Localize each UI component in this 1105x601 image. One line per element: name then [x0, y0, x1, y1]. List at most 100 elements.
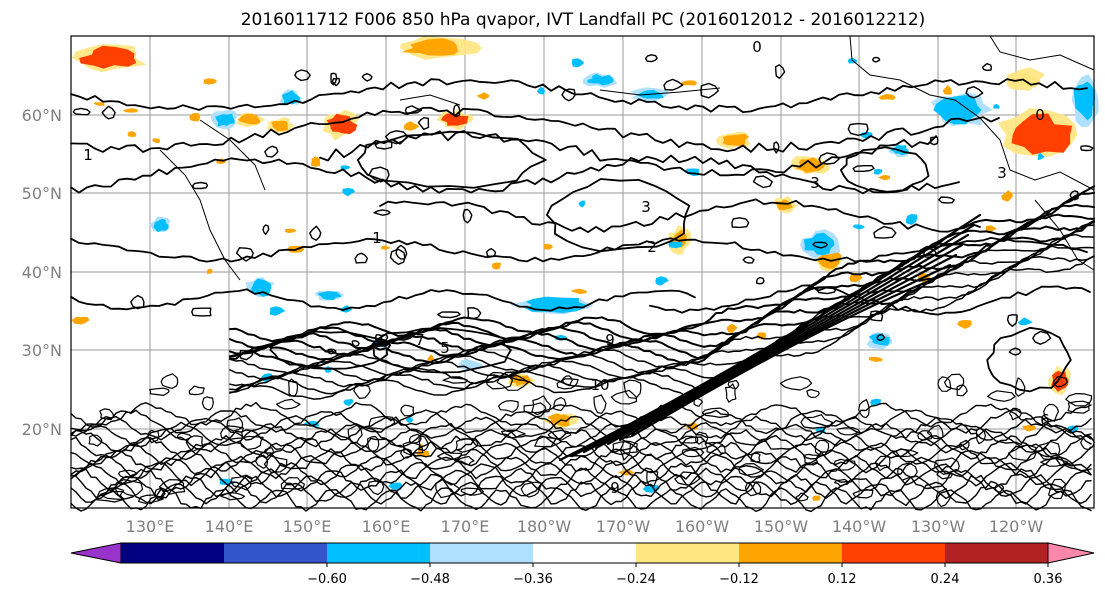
contour-label: 1: [372, 229, 382, 247]
lon-label: 120°W: [989, 517, 1044, 536]
ivt-contour: [137, 494, 164, 504]
anomaly-speck: [543, 243, 553, 250]
ivt-contour: [933, 457, 960, 475]
ivt-contour: [280, 477, 305, 490]
lon-label: 150°E: [283, 517, 332, 536]
coastline: [989, 35, 1095, 71]
ivt-contour: [485, 248, 497, 258]
ivt-contour: [70, 106, 1000, 153]
ivt-contour: [269, 330, 392, 370]
anomaly-patch: [317, 291, 342, 300]
ivt-contour: [935, 487, 951, 508]
ivt-contour: [88, 434, 103, 447]
colorbar-tick-label: −0.48: [410, 572, 450, 587]
ivt-contour: [1007, 444, 1037, 462]
anomaly-patch: [1073, 81, 1095, 121]
ivt-contour: [384, 130, 409, 145]
ivt-contour: [700, 82, 719, 99]
ivt-contour: [1009, 407, 1022, 421]
ivt-contour: [70, 409, 1092, 435]
ivt-contour: [869, 310, 884, 322]
ivt-contour: [814, 439, 830, 456]
anomaly-patch: [79, 45, 137, 69]
ivt-contour: [409, 433, 422, 444]
ivt-contour: [368, 166, 390, 183]
colorbar: [70, 542, 1095, 564]
ivt-contour: [852, 165, 875, 172]
lon-label: 140°E: [205, 517, 254, 536]
ivt-contour: [70, 237, 1088, 263]
map-title: 2016011712 F006 850 hPa qvapor, IVT Land…: [241, 10, 926, 30]
anomaly-speck: [269, 306, 286, 316]
colorbar-tick-label: 0.24: [931, 572, 960, 587]
ivt-contour: [115, 479, 144, 500]
ivt-contour: [833, 458, 856, 471]
ivt-contour: [351, 340, 360, 348]
colorbar-tick-label: −0.24: [616, 572, 656, 587]
ivt-contour: [220, 425, 244, 441]
ivt-contour: [1015, 377, 1026, 397]
contour-label: 3: [997, 164, 1007, 182]
colorbar-segment: [636, 543, 740, 563]
ivt-contour: [649, 284, 1091, 316]
ivt-contour: [229, 224, 1095, 380]
colorbar-extend-min: [70, 542, 122, 564]
ivt-contour: [418, 435, 430, 451]
ivt-contour: [618, 263, 952, 442]
lon-label: 150°W: [754, 517, 809, 536]
anomaly-patch: [153, 218, 169, 233]
ivt-contour: [255, 454, 269, 469]
ivt-contour: [70, 447, 1092, 474]
ivt-contour: [852, 489, 874, 499]
anomaly-speck: [578, 200, 586, 208]
anomaly-speck: [680, 80, 698, 86]
ivt-contour: [923, 247, 937, 258]
ivt-contour: [553, 397, 567, 411]
contour-label: 9: [610, 479, 620, 497]
anomaly-patch: [795, 157, 826, 173]
ivt-contour: [70, 479, 1092, 507]
ivt-contour: [400, 404, 415, 417]
colorbar-segment: [327, 543, 431, 563]
ivt-contour: [752, 175, 773, 189]
ivt-contour: [938, 196, 955, 204]
colorbar-segment: [121, 543, 225, 563]
ivt-contour: [994, 484, 1005, 493]
ivt-contour: [239, 435, 264, 451]
ivt-contour: [467, 307, 482, 320]
ivt-contour: [70, 415, 1092, 441]
ivt-contour: [70, 288, 696, 312]
ivt-contour: [1043, 403, 1060, 422]
ivt-contour: [795, 492, 809, 502]
ivt-contour: [130, 294, 145, 310]
anomaly-speck: [284, 228, 297, 233]
colorbar-extend-max: [1047, 542, 1095, 564]
ivt-contour: [402, 441, 424, 456]
ivt-contour: [738, 463, 764, 476]
ivt-contour: [437, 451, 462, 461]
ivt-contour: [800, 414, 833, 429]
ivt-contour: [681, 446, 705, 458]
coastline: [599, 87, 721, 96]
anomaly-patch: [271, 120, 288, 132]
ivt-contour: [818, 152, 840, 165]
ivt-contour: [520, 481, 543, 498]
ivt-contour: [523, 402, 547, 414]
ivt-contour: [981, 63, 993, 72]
anomaly-speck: [812, 495, 821, 501]
ivt-contour: [674, 471, 701, 486]
ivt-contour: [1040, 457, 1069, 467]
ivt-contour: [561, 88, 576, 102]
anomaly-speck: [756, 332, 767, 340]
anomaly-speck: [403, 121, 420, 131]
anomaly-speck: [476, 92, 490, 100]
anomaly-speck: [189, 112, 201, 122]
ivt-contour: [727, 379, 740, 390]
anomaly-speck: [655, 276, 669, 286]
anomaly-patch: [933, 95, 982, 125]
anomaly-speck: [343, 399, 354, 406]
ivt-contour: [986, 326, 1072, 393]
coastline: [849, 35, 1095, 191]
contour-label: 6: [1040, 411, 1050, 429]
